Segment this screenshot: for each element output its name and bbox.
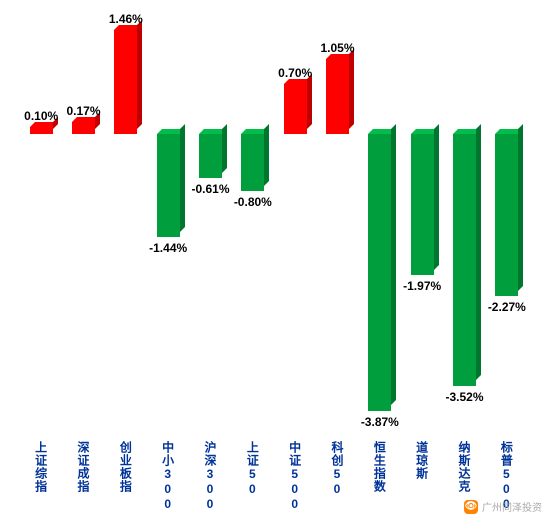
bar xyxy=(199,134,222,178)
value-label: 0.17% xyxy=(66,104,100,118)
bar xyxy=(157,134,180,237)
value-label: -1.97% xyxy=(403,279,441,293)
value-label: -0.80% xyxy=(234,195,272,209)
value-label: -2.27% xyxy=(488,300,526,314)
category-label: 中证500 xyxy=(287,441,304,512)
category-label: 中小300 xyxy=(160,441,177,512)
value-label: 0.10% xyxy=(24,109,58,123)
category-label: 上证50 xyxy=(244,441,261,497)
bar xyxy=(453,134,476,385)
category-label: 纳斯达克 xyxy=(456,441,473,493)
watermark-text: 广州同泽投资 xyxy=(482,499,542,514)
value-label: -0.61% xyxy=(191,182,229,196)
value-label: 1.05% xyxy=(320,41,354,55)
bar xyxy=(495,134,518,296)
value-label: -3.52% xyxy=(445,390,483,404)
bar xyxy=(114,30,137,134)
category-label: 深证成指 xyxy=(75,441,92,493)
watermark: 👁 广州同泽投资 xyxy=(464,499,542,514)
value-label: 1.46% xyxy=(109,12,143,26)
bar xyxy=(72,122,95,134)
bar xyxy=(284,84,307,134)
weibo-icon: 👁 xyxy=(464,500,478,514)
value-label: 0.70% xyxy=(278,66,312,80)
bar xyxy=(30,127,53,134)
plot-area: 0.10%0.17%1.46%-1.44%-0.61%-0.80%0.70%1.… xyxy=(20,20,528,420)
bar xyxy=(411,134,434,275)
category-label: 恒生指数 xyxy=(371,441,388,493)
category-label: 沪深300 xyxy=(202,441,219,512)
bar xyxy=(326,59,349,134)
category-label: 创业板指 xyxy=(117,441,134,493)
category-label: 道琼斯 xyxy=(414,441,431,480)
category-label: 科创50 xyxy=(329,441,346,497)
bar xyxy=(368,134,391,410)
value-label: -3.87% xyxy=(361,415,399,429)
value-label: -1.44% xyxy=(149,241,187,255)
bar xyxy=(241,134,264,191)
category-label: 上证综指 xyxy=(33,441,50,493)
index-return-chart: 0.10% 0.17% 1.46% -1.44% -0.61% -0.80% 0.70% 1.… xyxy=(0,0,548,520)
